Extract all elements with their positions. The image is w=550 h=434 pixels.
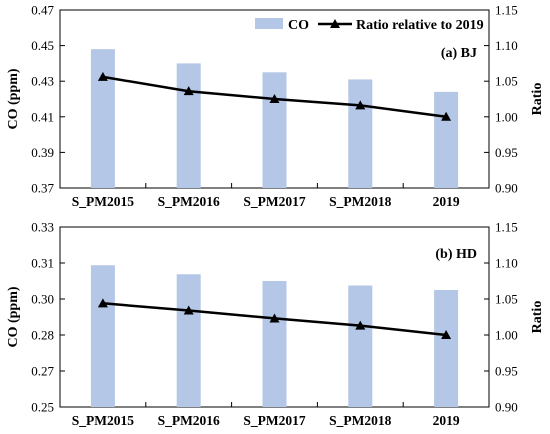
- panel-1-right-tick-label: 1.10: [495, 38, 518, 53]
- panel-1-bar-4: [348, 79, 373, 188]
- panel-1-right-tick-label: 1.05: [495, 74, 518, 89]
- panel-2-category-label: S_PM2018: [329, 413, 391, 428]
- panel-2-right-tick-label: 0.90: [495, 400, 518, 415]
- panel-2-bar-1: [90, 265, 115, 407]
- panel-1-right-tick-label: 0.90: [495, 181, 518, 196]
- panel-2-right-tick-label: 1.10: [495, 256, 518, 271]
- panel-1-category-label: S_PM2017: [243, 194, 305, 209]
- panel-1-bar-2: [176, 63, 201, 188]
- panel-1-category-label: S_PM2016: [158, 194, 220, 209]
- panel-2-category-label: S_PM2016: [158, 413, 220, 428]
- panel-2-bar-3: [262, 281, 287, 407]
- panel-2-right-tick-label: 0.95: [495, 364, 518, 379]
- panel-1-ratio-marker-3: [269, 94, 280, 103]
- panel-1-left-tick-label: 0.47: [31, 3, 54, 18]
- panel-1-left-tick-label: 0.43: [31, 74, 54, 89]
- panel-1-panel-label: (a) BJ: [441, 46, 477, 61]
- panel-1-bar-1: [90, 49, 115, 188]
- panel-2-bar-5: [434, 290, 459, 407]
- panel-1-ratio-marker-4: [355, 100, 366, 110]
- panel-1-ratio-marker-2: [183, 86, 194, 96]
- panel-2-ratio-marker-3: [269, 313, 280, 323]
- panel-1-right-tick-label: 1.15: [495, 3, 518, 18]
- panel-2-right-axis-label: Ratio: [530, 301, 545, 334]
- panel-2-category-label: S_PM2017: [243, 413, 305, 428]
- panel-2-left-tick-label: 0.28: [31, 328, 54, 343]
- panel-1-left-axis-label: CO (ppm): [6, 68, 21, 129]
- panel-2-left-tick-label: 0.33: [31, 220, 54, 235]
- panel-2-ratio-marker-1: [97, 298, 108, 308]
- legend-swatch-co: [255, 18, 283, 29]
- panel-2-right-tick-label: 1.15: [495, 220, 518, 235]
- panel-2-right-tick-label: 1.05: [495, 292, 518, 307]
- panel-1-left-tick-label: 0.41: [31, 109, 54, 124]
- panel-1-left-tick-label: 0.37: [31, 181, 54, 196]
- panel-1-bar-5: [434, 91, 459, 188]
- panel-2-left-tick-label: 0.27: [31, 364, 54, 379]
- panel-2-ratio-marker-2: [183, 305, 194, 315]
- panel-2-category-label: 2019: [433, 413, 460, 428]
- panel-1-right-tick-label: 0.95: [495, 145, 518, 160]
- panel-1-category-label: 2019: [433, 194, 460, 209]
- panel-2-ratio-marker-5: [441, 330, 452, 339]
- panel-2-category-label: S_PM2015: [72, 413, 134, 428]
- panel-1-category-label: S_PM2015: [72, 194, 134, 209]
- panel-1-ratio-marker-1: [97, 71, 108, 81]
- panel-2-ratio-marker-4: [355, 320, 366, 330]
- legend-swatch-ratio-marker: [330, 19, 340, 28]
- panel-1-category-label: S_PM2018: [329, 194, 391, 209]
- legend-label-ratio: Ratio relative to 2019: [356, 18, 484, 33]
- panel-1-bar-3: [262, 72, 287, 188]
- panel-1-left-tick-label: 0.39: [31, 145, 54, 160]
- panel-2-left-axis-label: CO (ppm): [6, 286, 21, 347]
- panel-2-left-tick-label: 0.30: [31, 292, 54, 307]
- panel-1-right-tick-label: 1.00: [495, 109, 518, 124]
- panel-2-bar-2: [176, 274, 201, 407]
- legend-label-co: CO: [288, 18, 309, 33]
- panel-2-right-tick-label: 1.00: [495, 328, 518, 343]
- panel-1-left-tick-label: 0.45: [31, 38, 54, 53]
- panel-2-panel-label: (b) HD: [435, 247, 477, 262]
- panel-2-bar-4: [348, 285, 373, 407]
- panel-2-left-tick-label: 0.31: [31, 256, 54, 271]
- panel-1-ratio-marker-5: [441, 111, 452, 121]
- panel-1-right-axis-label: Ratio: [530, 83, 545, 116]
- panel-2-left-tick-label: 0.25: [31, 400, 54, 415]
